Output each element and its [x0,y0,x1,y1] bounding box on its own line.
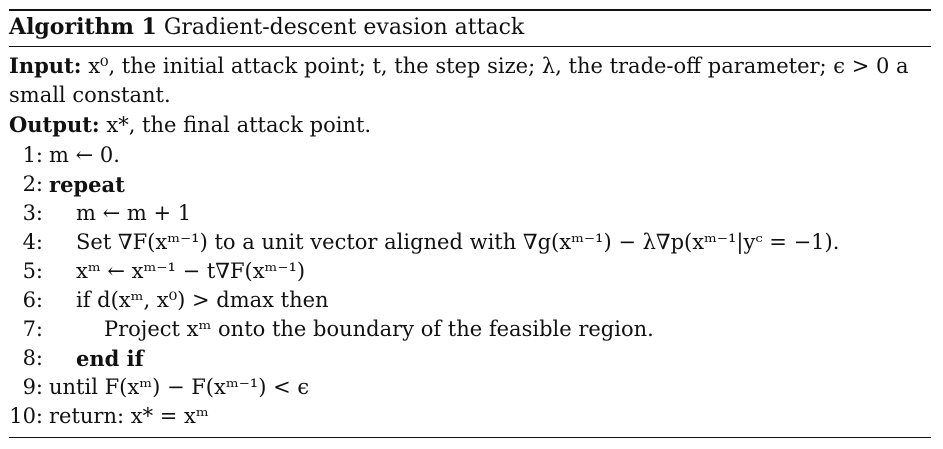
step-text: return: x* = xᵐ [49,404,209,428]
input-label: Input: [9,53,82,78]
algorithm-title: Gradient-descent evasion attack [163,15,525,40]
step-number: 7: [22,317,43,341]
output-text: x*, the final attack point. [106,113,372,137]
step-number: 6: [22,288,43,312]
step-text: xᵐ ← xᵐ⁻¹ − t∇F(xᵐ⁻¹) [76,259,306,283]
step-number: 10: [9,404,43,428]
step-line: 5: xᵐ ← xᵐ⁻¹ − t∇F(xᵐ⁻¹) [9,257,931,286]
output-label: Output: [9,112,100,137]
output-line: Output: x*, the final attack point. [9,110,931,140]
step-line: 4: Set ∇F(xᵐ⁻¹) to a unit vector aligned… [9,228,931,257]
step-text: Project xᵐ onto the boundary of the feas… [104,317,654,341]
step-line: 6: if d(xᵐ, x⁰) > dmax then [9,286,931,315]
input-text-continued: small constant. [9,83,171,107]
step-number: 5: [22,259,43,283]
input-line: Input: x⁰, the initial attack point; t, … [9,51,931,81]
algorithm-steps: 1: m ← 0. 2: repeat 3: m ← m + 1 4: Set … [9,141,931,431]
step-number: 9: [22,375,43,399]
step-number: 2: [22,172,43,196]
step-number: 3: [22,201,43,225]
step-line: 1: m ← 0. [9,141,931,170]
step-text: repeat [49,172,125,197]
step-text: m ← 0. [49,143,120,167]
step-line: 2: repeat [9,170,931,199]
step-text: if d(xᵐ, x⁰) > dmax then [76,288,329,312]
step-number: 8: [22,346,43,370]
bottom-rule [9,437,931,438]
step-line: 7: Project xᵐ onto the boundary of the f… [9,315,931,344]
step-line: 8: end if [9,344,931,373]
step-text: end if [76,346,144,371]
step-line: 9: until F(xᵐ) − F(xᵐ⁻¹) < ϵ [9,373,931,402]
step-number: 1: [22,143,43,167]
step-line: 10: return: x* = xᵐ [9,402,931,431]
step-text: until F(xᵐ) − F(xᵐ⁻¹) < ϵ [49,375,310,399]
algorithm-block: Algorithm 1 Gradient-descent evasion att… [9,9,931,431]
top-rule [9,9,931,11]
input-text: x⁰, the initial attack point; t, the ste… [88,54,909,78]
step-number: 4: [22,230,43,254]
algorithm-caption: Algorithm 1 Gradient-descent evasion att… [9,12,931,42]
step-text: Set ∇F(xᵐ⁻¹) to a unit vector aligned wi… [76,230,840,254]
input-line-continued: small constant. [9,81,931,110]
caption-rule [9,46,931,47]
algorithm-label: Algorithm 1 [9,14,157,40]
step-line: 3: m ← m + 1 [9,199,931,228]
step-text: m ← m + 1 [76,201,192,225]
